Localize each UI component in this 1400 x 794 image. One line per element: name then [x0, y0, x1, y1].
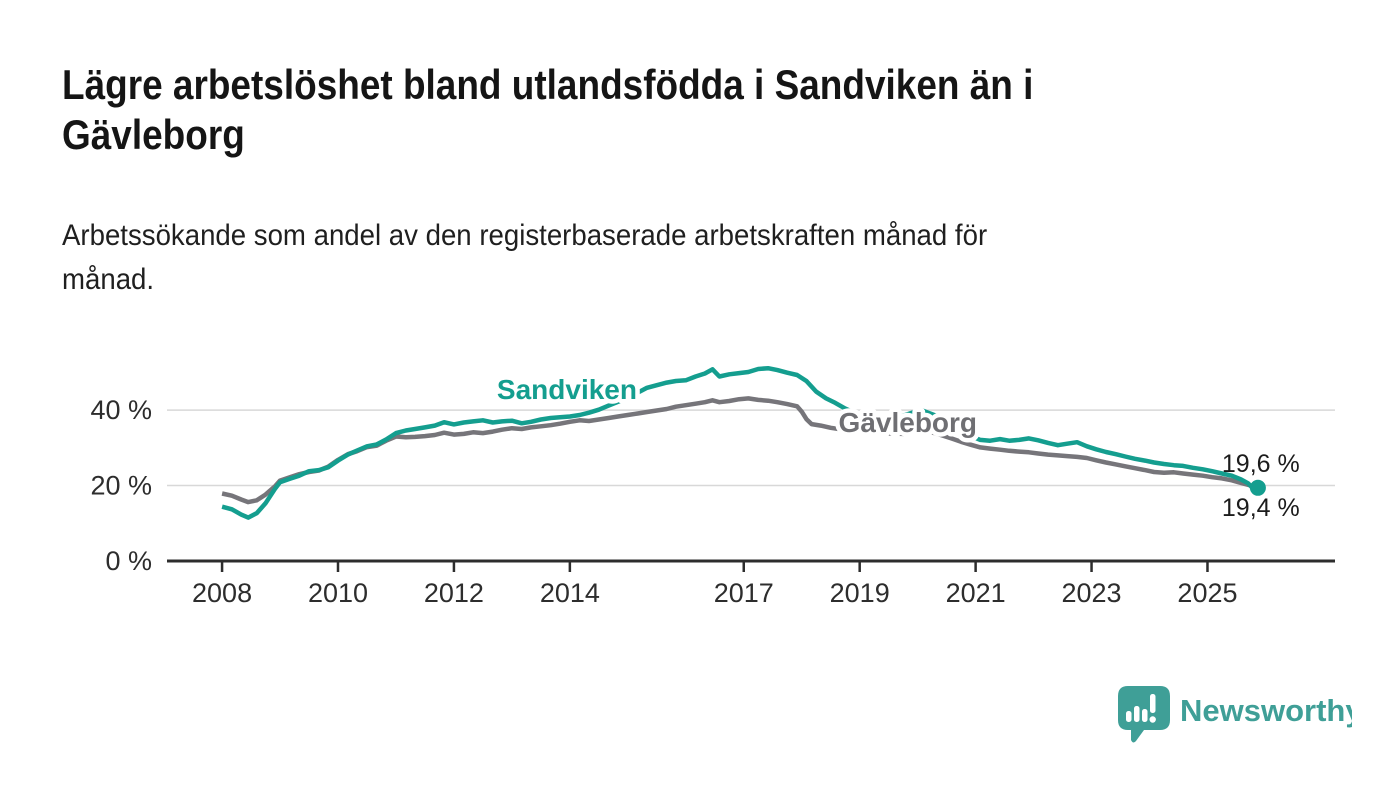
- bar-icon-1: [1126, 711, 1132, 722]
- brand-name: Newsworthy: [1180, 693, 1352, 728]
- bar-icon-3: [1142, 709, 1148, 722]
- x-axis-tick-label: 2023: [1062, 578, 1122, 608]
- x-axis-tick-label: 2008: [192, 578, 252, 608]
- series-label-sandviken: Sandviken: [497, 374, 637, 405]
- bar-icon-2: [1134, 706, 1140, 722]
- unemployment-line-chart: 2008 2010 2012 2014 2017 2019 2021 2023 2025 0 % 2…: [90, 365, 1335, 608]
- exclamation-dot-icon: [1149, 716, 1156, 723]
- x-axis-tick-label: 2019: [830, 578, 890, 608]
- x-axis-tick-label: 2010: [308, 578, 368, 608]
- end-value-label-gävleborg: 19,6 %: [1222, 450, 1300, 478]
- y-axis-tick-label: 40 %: [90, 395, 152, 425]
- page-title: Lägre arbetslöshet bland utlandsfödda i …: [62, 60, 1166, 160]
- x-axis-tick-label: 2025: [1177, 578, 1237, 608]
- x-axis-tick-label: 2012: [424, 578, 484, 608]
- series-end-dot-sandviken: [1249, 479, 1266, 496]
- x-axis-tick-label: 2014: [540, 578, 600, 608]
- y-axis-tick-label: 20 %: [90, 471, 152, 501]
- newsworthy-logo-graphic: Newsworthy: [1118, 686, 1363, 743]
- series-line-sandviken: [221, 365, 1259, 520]
- x-axis-tick-label: 2021: [946, 578, 1006, 608]
- subtitle-line-1: Arbetssökande som andel av den registerb…: [62, 219, 988, 252]
- speech-bubble-pin-icon: [1118, 686, 1170, 743]
- exclamation-bar-icon: [1150, 694, 1156, 713]
- title-line-1: Lägre arbetslöshet bland utlandsfödda i …: [62, 61, 1034, 108]
- newsworthy-logo: Newsworthy: [1112, 680, 1363, 751]
- subtitle-line-2: månad.: [62, 263, 155, 296]
- y-axis-tick-label: 0 %: [105, 546, 152, 576]
- series-label-gävleborg: Gävleborg: [839, 407, 977, 438]
- chart-subtitle: Arbetssökande som andel av den registerb…: [62, 214, 1068, 302]
- title-line-2: Gävleborg: [62, 111, 245, 158]
- end-value-label-sandviken: 19,4 %: [1222, 494, 1300, 522]
- x-axis-tick-label: 2017: [714, 578, 774, 608]
